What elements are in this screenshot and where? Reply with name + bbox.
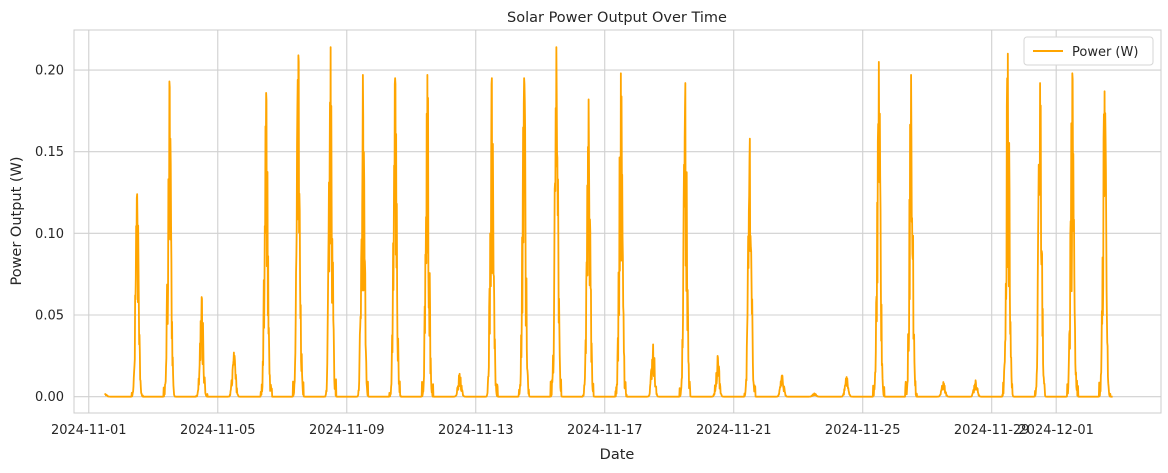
y-tick-label: 0.10 — [35, 227, 64, 242]
x-axis-title: Date — [600, 447, 635, 463]
y-tick-label: 0.05 — [35, 309, 64, 324]
x-tick-label: 2024-11-05 — [180, 423, 256, 438]
y-tick-label: 0.15 — [35, 145, 64, 160]
y-tick-labels: 0.00 0.05 0.10 0.15 0.20 — [35, 64, 64, 406]
legend-label: Power (W) — [1072, 45, 1138, 60]
plot-frame — [73, 29, 1162, 414]
y-axis-title: Power Output (W) — [9, 156, 25, 285]
series-line-power — [104, 46, 1114, 398]
series-layer — [104, 46, 1114, 398]
x-tick-label: 2024-11-29 — [954, 423, 1030, 438]
x-tick-label: 2024-11-21 — [696, 423, 772, 438]
x-tick-label: 2024-11-13 — [438, 423, 514, 438]
x-tick-label: 2024-12-01 — [1018, 423, 1094, 438]
legend-box — [1023, 36, 1154, 66]
legend: Power (W) — [1023, 36, 1154, 66]
x-tick-label: 2024-11-17 — [567, 423, 643, 438]
plot-area — [73, 29, 1162, 414]
x-tick-label: 2024-11-01 — [51, 423, 127, 438]
y-tick-label: 0.00 — [35, 390, 64, 405]
x-tick-labels: 2024-11-01 2024-11-05 2024-11-09 2024-11-13… — [51, 423, 1094, 438]
x-tick-label: 2024-11-25 — [825, 423, 901, 438]
y-tick-label: 0.20 — [35, 64, 64, 79]
chart-title: Solar Power Output Over Time — [507, 10, 727, 26]
x-tick-label: 2024-11-09 — [309, 423, 385, 438]
